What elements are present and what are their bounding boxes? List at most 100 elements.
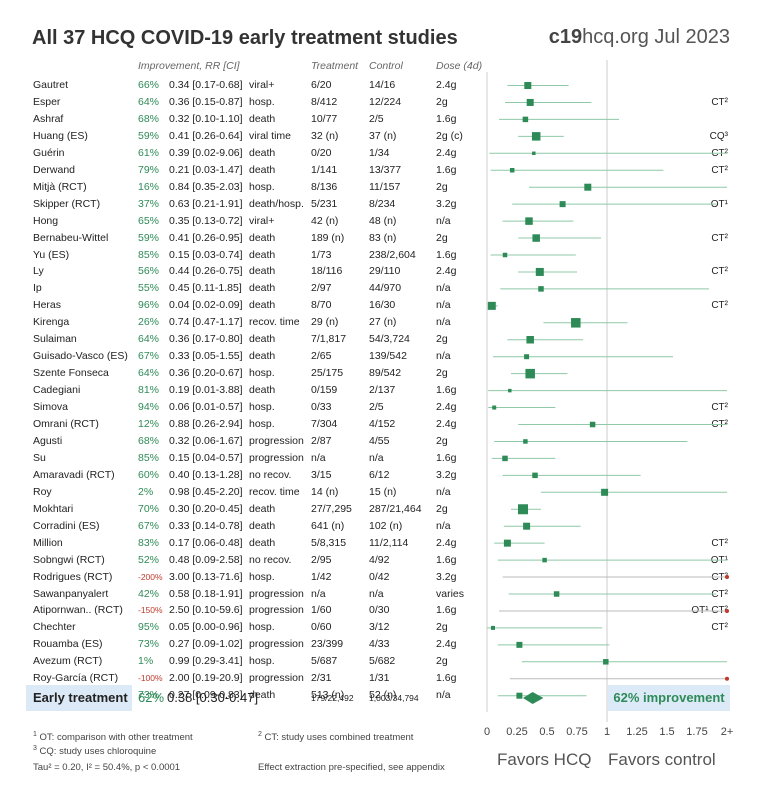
study-outcome: hosp.	[249, 95, 275, 108]
study-control: n/a	[369, 587, 384, 600]
study-name: Simova	[33, 401, 69, 414]
study-tag: CT²	[711, 622, 728, 634]
study-name: Kirenga	[33, 316, 70, 329]
point-marker	[524, 82, 532, 89]
study-rr: 0.58 [0.18-1.91]	[169, 587, 243, 600]
study-improvement: 16%	[138, 180, 160, 193]
table-row: Cadegiani 81% 0.19 [0.01-3.88] death 0/159 2/…	[0, 383, 758, 398]
point-marker	[516, 692, 523, 699]
point-marker	[725, 608, 729, 613]
study-dose: 3.2g	[436, 468, 457, 481]
source-label[interactable]: c19hcq.org Jul 2023	[549, 26, 730, 49]
study-improvement: 56%	[138, 265, 160, 278]
study-treatment: 0/60	[311, 621, 332, 634]
study-improvement: -100%	[138, 673, 163, 684]
study-name: Rodrigues (RCT)	[33, 570, 113, 583]
study-name: Million	[33, 536, 63, 549]
study-treatment: 2/97	[311, 282, 332, 295]
study-outcome: death	[249, 519, 276, 532]
study-treatment: 0/159	[311, 384, 338, 397]
point-marker	[509, 168, 515, 173]
study-outcome: death	[249, 265, 276, 278]
table-row: Bernabeu-Wittel 59% 0.41 [0.26-0.95] death 1…	[0, 231, 758, 246]
study-improvement: 68%	[138, 434, 160, 447]
study-dose: n/a	[436, 350, 451, 363]
study-treatment: 27/7,295	[311, 502, 352, 515]
point-marker	[601, 488, 609, 496]
point-marker	[516, 641, 523, 648]
study-name: Guisado-Vasco (ES)	[33, 350, 128, 363]
table-row: Agusti 68% 0.32 [0.06-1.67] progression 2/87…	[0, 434, 758, 449]
study-outcome: hosp.	[249, 621, 275, 634]
study-tag: CQ³	[709, 130, 728, 142]
study-improvement: 73%	[138, 689, 160, 702]
table-row: Kirenga 26% 0.74 [0.47-1.17] recov. time 29 …	[0, 315, 758, 330]
study-treatment: 2/31	[311, 672, 332, 685]
study-control: 102 (n)	[369, 519, 403, 532]
study-improvement: 1%	[138, 655, 154, 668]
table-row: Atipornwan.. (RCT) -150% 2.50 [0.10-59.6] p…	[0, 603, 758, 618]
study-rr: 0.41 [0.26-0.64]	[169, 129, 243, 142]
x-tick-label: 1.75	[686, 726, 707, 738]
study-outcome: death	[249, 112, 276, 125]
study-outcome: hosp.	[249, 401, 275, 414]
study-rr: 0.41 [0.26-0.95]	[169, 231, 243, 244]
study-control: 6/12	[369, 468, 390, 481]
study-rr: 0.63 [0.21-1.91]	[169, 197, 243, 210]
study-name: Ashraf	[33, 112, 64, 125]
table-row: Roy 2% 0.98 [0.45-2.20] recov. time 14 (n) 15…	[0, 485, 758, 500]
point-marker	[487, 301, 496, 310]
study-tag: CT²	[711, 232, 728, 244]
study-rr: 0.45 [0.11-1.85]	[169, 282, 242, 295]
point-marker	[518, 504, 528, 515]
study-rr: 0.06 [0.01-0.57]	[169, 401, 243, 414]
table-row: Corradini (ES) 67% 0.33 [0.14-0.78] death 64…	[0, 519, 758, 534]
study-dose: 3.2g	[436, 570, 457, 583]
point-marker	[508, 388, 512, 393]
study-name: Corradini (ES)	[33, 519, 100, 532]
study-outcome: death	[249, 350, 276, 363]
study-rr: 0.21 [0.03-1.47]	[169, 163, 243, 176]
table-row: Ly 56% 0.44 [0.26-0.75] death 18/116 29/110 2.…	[0, 264, 758, 279]
study-name: Heras	[33, 299, 62, 312]
study-control: n/a	[369, 451, 384, 464]
study-dose: 1.6g	[436, 384, 457, 397]
study-dose: 2.4g	[436, 265, 457, 278]
study-dose: 2.4g	[436, 638, 457, 651]
header-dose: Dose (4d)	[436, 60, 483, 72]
study-outcome: death/hosp.	[249, 197, 304, 210]
table-row: Guisado-Vasco (ES) 67% 0.33 [0.05-1.55] dea…	[0, 349, 758, 364]
study-rr: 0.84 [0.35-2.03]	[169, 180, 243, 193]
study-rr: 0.36 [0.15-0.87]	[169, 95, 243, 108]
study-rr: 0.35 [0.13-0.72]	[169, 214, 243, 227]
table-row: Skipper (RCT) 37% 0.63 [0.21-1.91] death/ho…	[0, 197, 758, 212]
study-improvement: 94%	[138, 401, 160, 414]
study-outcome: progression	[249, 587, 304, 600]
study-improvement: 59%	[138, 129, 160, 142]
study-rr: 0.88 [0.26-2.94]	[169, 418, 243, 430]
study-outcome: viral+	[249, 214, 275, 227]
study-improvement: 64%	[138, 95, 160, 108]
study-rr: 0.39 [0.02-9.06]	[169, 146, 243, 159]
study-rr: 0.36 [0.17-0.80]	[169, 333, 243, 346]
study-name: Sulaiman	[33, 333, 77, 346]
study-dose: 2g	[436, 621, 448, 634]
study-control: 89/542	[369, 367, 402, 380]
study-control: 1/31	[369, 672, 390, 685]
study-treatment: 0/33	[311, 401, 332, 414]
table-row: Szente Fonseca 64% 0.36 [0.20-0.67] hosp. 25…	[0, 366, 758, 381]
study-dose: 1.6g	[436, 248, 457, 261]
summary-improvement: 62%	[138, 690, 165, 705]
study-rr: 0.98 [0.45-2.20]	[169, 485, 243, 498]
study-control: 54/3,724	[369, 333, 410, 346]
study-dose: 2g	[436, 180, 448, 193]
study-control: 37 (n)	[369, 129, 397, 142]
study-dose: 1.6g	[436, 672, 457, 685]
study-improvement: 70%	[138, 502, 160, 515]
table-row: Chechter 95% 0.05 [0.00-0.96] hosp. 0/60 3/12…	[0, 620, 758, 635]
study-name: Skipper (RCT)	[33, 197, 101, 210]
study-improvement: 85%	[138, 248, 160, 261]
study-treatment: 23/399	[311, 638, 344, 651]
study-dose: n/a	[436, 519, 451, 532]
study-control: 2/137	[369, 384, 396, 397]
